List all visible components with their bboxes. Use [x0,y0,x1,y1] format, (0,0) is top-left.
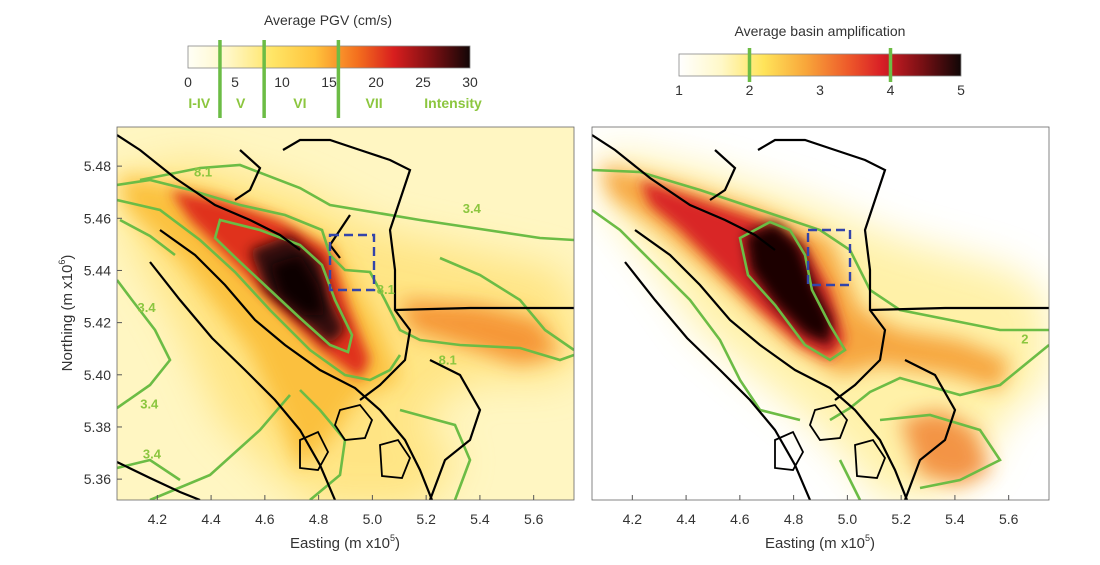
pgv-map: 3.4 8.1 8.1 3.4 3.4 3.4 8.1 4.2 4.4 4.6 4.8 5.0 5.2… [57,126,575,552]
pgv-y-tick-label: 5.38 [84,419,111,435]
pgv-study-box [328,233,376,292]
pgv-contour-label: 3.4 [138,300,157,315]
pgv-tick-label: 10 [274,74,290,90]
amplification-map-frame [591,126,1050,501]
amp-coastline-west [592,134,909,500]
pgv-colorbar: Average PGV (cm/s) 0 5 10 15 20 25 30 I-IV V VI V… [184,12,482,118]
pgv-coastline [117,134,574,500]
intensity-label: I-IV [188,95,210,111]
pgv-x-tick-label: 5.2 [416,511,436,527]
amp-x-tick-label: 4.8 [784,511,804,527]
pgv-contour-label: 8.1 [377,282,395,297]
pgv-x-tick-label: 4.8 [309,511,329,527]
pgv-y-tick-label: 5.46 [84,210,111,226]
pgv-colorbar-title: Average PGV (cm/s) [264,12,392,28]
amplification-study-box [806,228,852,287]
pgv-contour-label: 3.4 [463,201,482,216]
pgv-y-tick-label: 5.44 [84,262,111,278]
amp-tick-label: 2 [746,82,754,98]
amp-contour-4 [738,220,847,362]
amplification-heatmap [600,150,1049,500]
amplification-colorbar-title: Average basin amplification [735,23,906,39]
pgv-tick-label: 30 [462,74,478,90]
amp-contour-label: 2 [1021,331,1028,346]
pgv-contour-label: 8.1 [439,352,457,367]
amplification-colorbar-gradient [678,53,962,77]
amp-field-southeast [900,410,990,485]
pgv-x-tick-label: 5.6 [524,511,544,527]
pgv-ylabel: Northing (m x106) [57,255,76,372]
pgv-contour-label: 3.4 [140,397,159,412]
amp-tick-label: 3 [816,82,824,98]
pgv-y-tick-label: 5.48 [84,158,111,174]
amp-x-tick-label: 5.2 [891,511,911,527]
pgv-contours [117,163,574,500]
pgv-y-tick-label: 5.40 [84,367,111,383]
pgv-contour-8.1 [117,178,574,500]
amp-x-tick-label: 5.4 [945,511,965,527]
pgv-xlabel: Easting (m x105) [290,533,400,552]
amp-tick-label: 4 [887,82,895,98]
pgv-tick-label: 15 [321,74,337,90]
pgv-map-frame [116,126,575,501]
pgv-contour-label: 8.1 [194,165,212,180]
amp-x-tick-label: 4.2 [623,511,643,527]
pgv-contour-16 [213,218,354,354]
pgv-x-tick-label: 5.4 [470,511,490,527]
pgv-island-3 [379,438,412,479]
amp-field-peak [745,222,832,345]
amplification-coastline [592,134,1049,500]
pgv-tick-label: 20 [368,74,384,90]
pgv-y-tick-label: 5.36 [84,471,111,487]
intensity-label: VII [366,95,383,111]
intensity-caption: Intensity [424,95,482,111]
pgv-tick-label: 0 [184,74,192,90]
pgv-x-tick-label: 4.4 [201,511,221,527]
pgv-x-tick-label: 4.6 [255,511,275,527]
amp-island-1 [809,403,849,441]
pgv-x-tick-label: 4.2 [148,511,168,527]
amplification-xlabel: Easting (m x105) [765,533,875,552]
pgv-tick-label: 25 [415,74,431,90]
amp-coastline-east [757,138,1049,500]
amp-tick-label: 1 [675,82,683,98]
amp-x-tick-label: 4.6 [730,511,750,527]
amp-tick-label: 5 [957,82,965,98]
pgv-island-1 [334,403,374,441]
pgv-coastline-west [117,134,434,500]
amplification-map: 2 4.2 4.4 4.6 4.8 5.0 5.2 5.4 5.6 Easting (m x1… [591,126,1050,552]
amp-island-3 [854,438,887,479]
pgv-x-tick-label: 5.0 [363,511,383,527]
amp-island-2 [774,430,805,471]
pgv-coastline-east [282,138,574,500]
amp-x-tick-label: 4.4 [676,511,696,527]
amp-x-tick-label: 5.6 [999,511,1019,527]
intensity-label: V [236,95,246,111]
pgv-colorbar-gradient [187,45,471,69]
pgv-tick-label: 5 [231,74,239,90]
amp-x-tick-label: 5.0 [838,511,858,527]
pgv-y-tick-label: 5.42 [84,315,111,331]
amplification-colorbar: Average basin amplification 1 2 3 4 5 [675,23,965,98]
pgv-contour-label: 3.4 [143,446,162,461]
intensity-label: VI [293,95,306,111]
pgv-field-core [270,255,325,315]
pgv-island-2 [299,430,330,471]
pgv-contour-3.4 [117,163,574,500]
